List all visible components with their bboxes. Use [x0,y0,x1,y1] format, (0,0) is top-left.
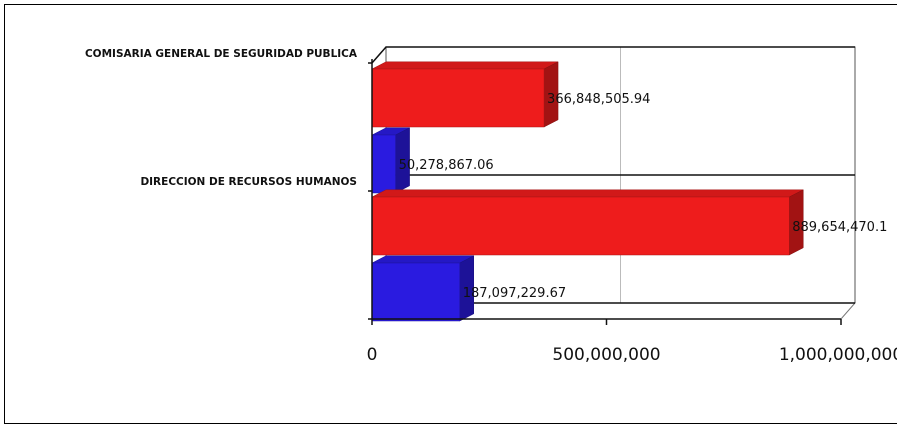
bar-front-face [371,134,396,194]
bar-top-face [371,255,474,264]
data-label: 187,097,229.67 [463,286,566,301]
chart-axes [371,59,842,325]
data-label: 889,654,470.1 [792,220,887,235]
bar-front-face [371,196,790,256]
bar-front-face [371,262,460,322]
data-label: 366,848,505.94 [547,92,650,107]
chart-bars [371,61,804,322]
category-separator-0 [368,46,855,64]
x-tick-label: 0 [367,345,378,365]
bar-chart: 0 500,000,000 1,000,000,000 COMISARIA GENER… [85,46,897,365]
bar-0-0 [371,61,559,128]
category-label: DIRECCION DE RECURSOS HUMANOS [140,176,357,188]
x-tick-label: 500,000,000 [552,345,660,365]
bar-front-face [371,68,545,128]
data-label: 50,278,867.06 [399,158,494,173]
bar-0-1 [371,127,410,194]
bar-1-1 [371,255,474,322]
category-label: COMISARIA GENERAL DE SEGURIDAD PUBLICA [85,48,358,60]
x-tick-label: 1,000,000,000 [779,345,897,365]
chart-labels: 0 500,000,000 1,000,000,000 COMISARIA GENER… [85,48,897,365]
bar-top-face [371,189,804,198]
bar-1-0 [371,189,804,256]
bar-top-face [371,61,559,70]
